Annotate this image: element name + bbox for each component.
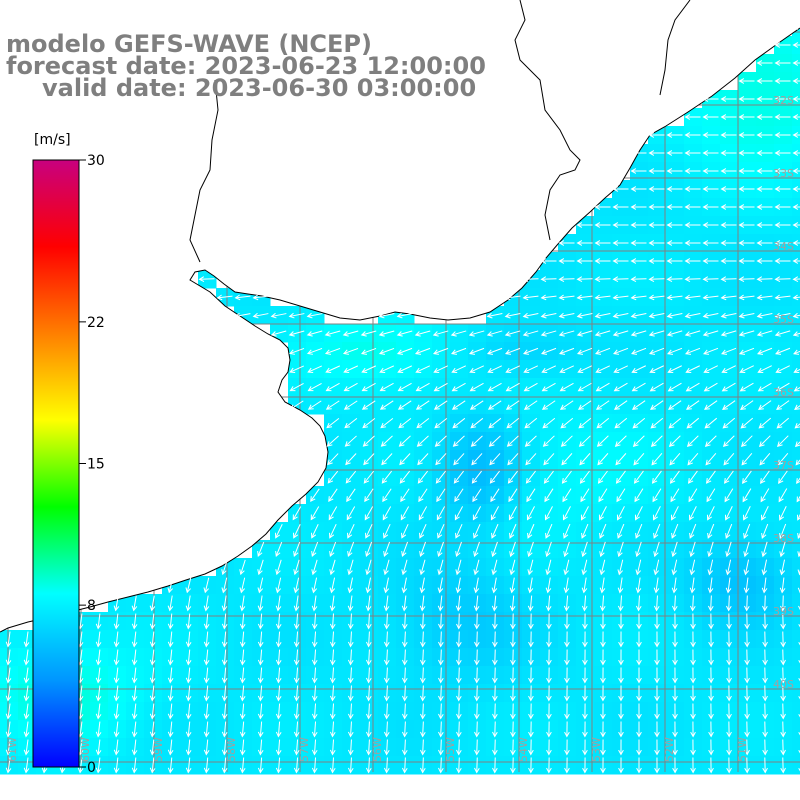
longitude-labels: 61W60W59W58W57W56W55W54W53W52W51W50W [6,737,749,762]
colorbar-tick-label: 15 [87,457,105,473]
latitude-label: 32S [773,94,794,107]
valid-date: valid date: 2023-06-30 03:00:00 [42,74,477,102]
longitude-label: 51W [736,737,749,762]
model-title: modelo GEFS-WAVE (NCEP) [6,30,372,58]
longitude-label: 53W [590,737,603,762]
longitude-label: 57W [298,737,311,762]
land [0,0,800,632]
colorbar-tick-label: 0 [87,760,96,776]
longitude-label: 59W [152,737,165,762]
latitude-label: 39S [773,605,794,618]
colorbar-tick-label: 8 [87,598,96,614]
longitude-label: 55W [444,737,457,762]
colorbar: 30 22 15 8 0 [32,153,105,776]
longitude-label: 58W [225,737,238,762]
colorbar-unit-label: [m/s] [34,132,71,148]
latitude-label: 38S [773,532,794,545]
longitude-label: 54W [517,737,530,762]
longitude-label: 60W [79,737,92,762]
latitude-label: 36S [773,386,794,399]
wind-arrows [5,6,800,774]
colorbar-tick-label: 30 [87,153,105,169]
latitude-label: 37S [773,459,794,472]
forecast-date: forecast date: 2023-06-23 12:00:00 [6,52,486,80]
longitude-label: 56W [371,737,384,762]
longitude-label: 61W [6,737,19,762]
coastline [0,0,800,633]
latitude-label: 35S [773,313,794,326]
latitude-label: 40S [773,678,794,691]
latitude-labels: 32S 33S 34S 35S 36S 37S 38S 39S 40S [773,94,794,691]
colorbar-tick-label: 22 [87,315,105,331]
longitude-label: 52W [663,737,676,762]
latitude-label: 33S [773,167,794,180]
latitude-label: 34S [773,240,794,253]
